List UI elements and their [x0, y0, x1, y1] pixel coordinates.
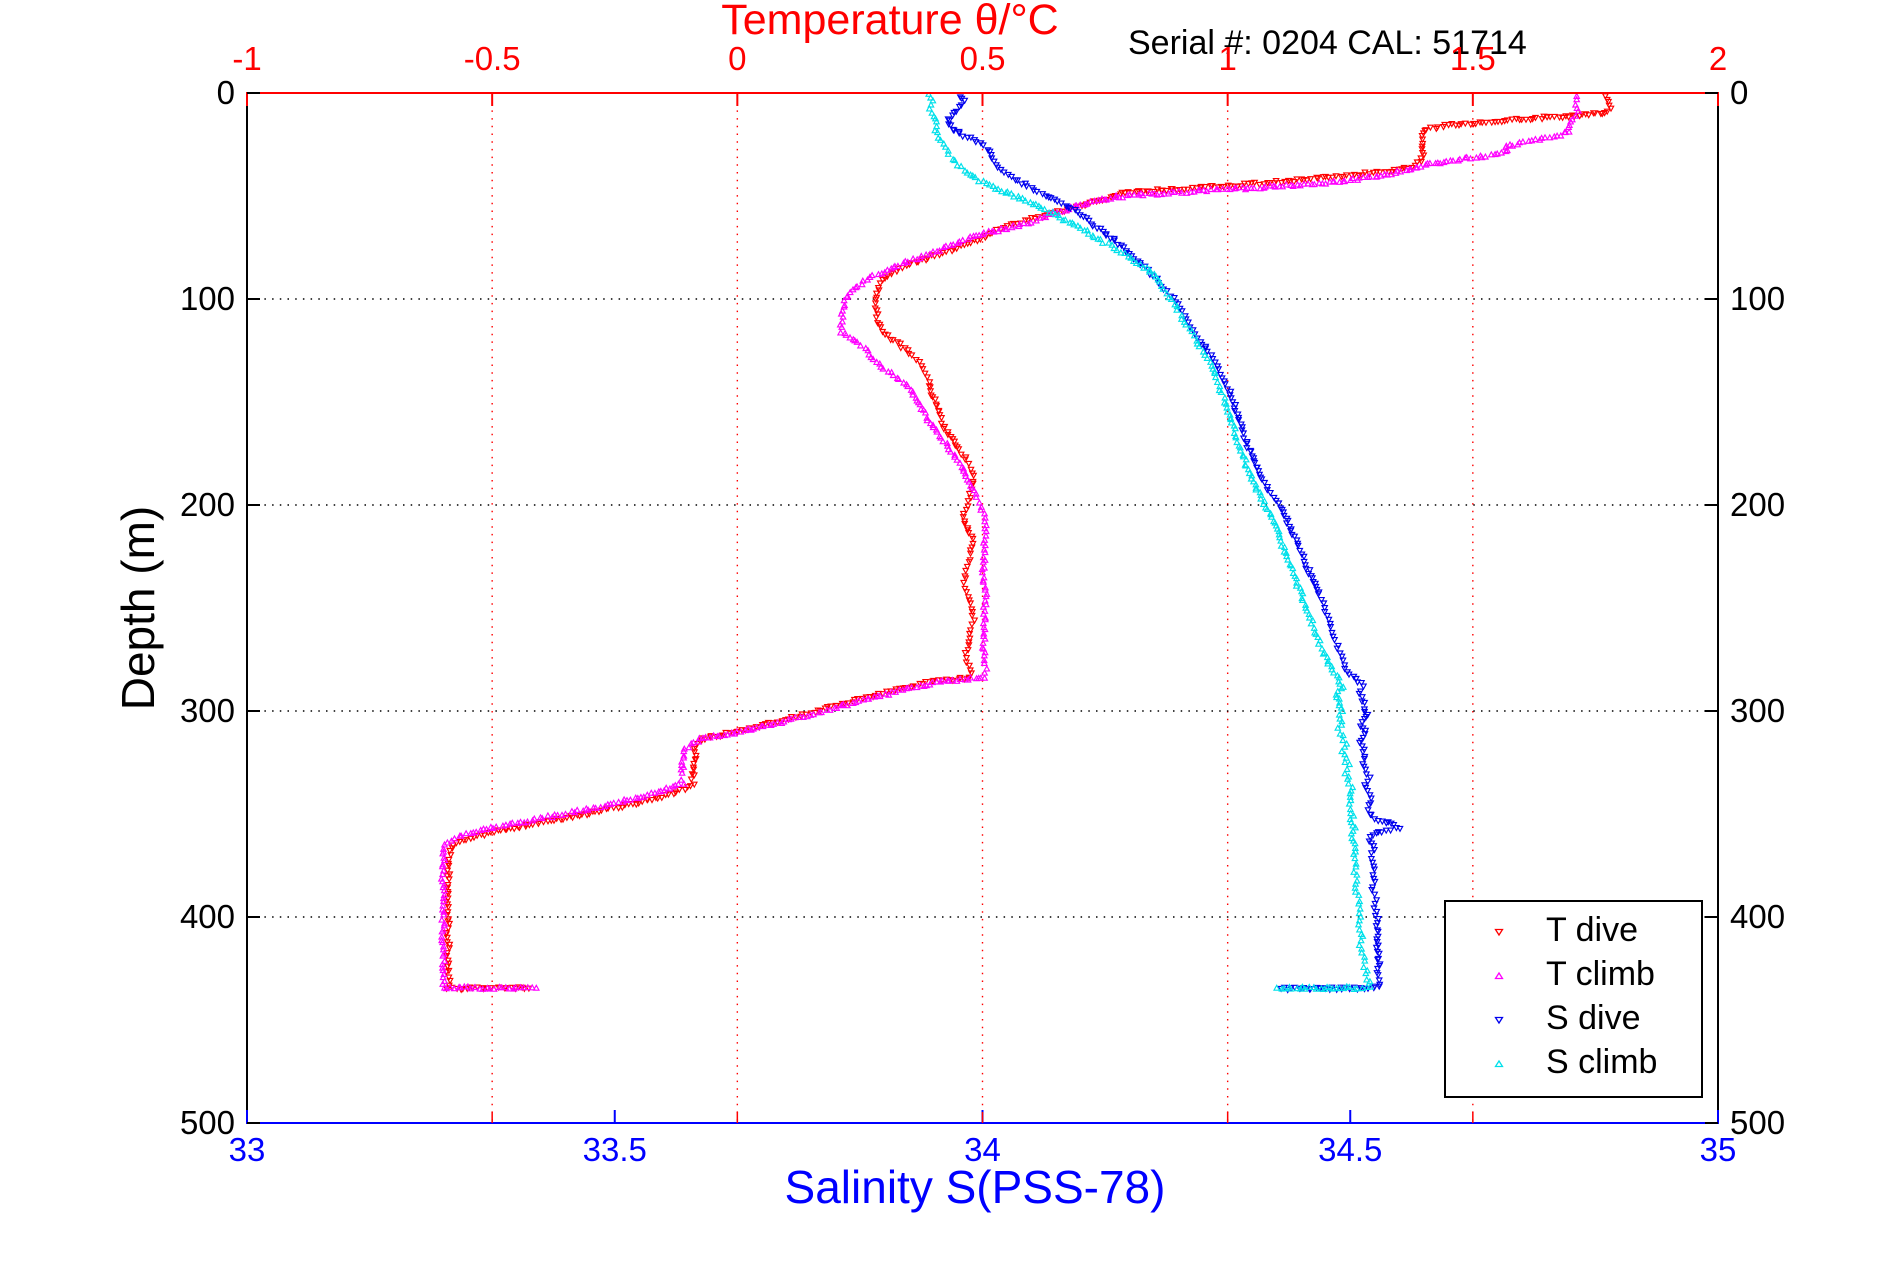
triangle-down-icon [1494, 1016, 1504, 1025]
salinity-tick-label: 35 [1699, 1131, 1737, 1168]
series-s-climb [925, 94, 1375, 992]
serial-annotation: Serial #: 0204 CAL: 51714 [1128, 24, 1527, 62]
temperature-tick-label: 1 [1218, 40, 1237, 77]
temperature-tick-label: -0.5 [463, 40, 521, 77]
depth-tick-label-left: 200 [179, 486, 235, 523]
depth-tick-label-right: 300 [1730, 692, 1786, 729]
legend-item-s-dive: S dive [1446, 997, 1701, 1041]
depth-tick-label-right: 100 [1730, 280, 1786, 317]
depth-tick-label-right: 200 [1730, 486, 1786, 523]
temperature-tick-label: 0.5 [959, 40, 1006, 77]
temperature-tick-label: 0 [728, 40, 747, 77]
salinity-tick-label: 34 [964, 1131, 1001, 1168]
depth-tick-label-left: 100 [179, 280, 235, 317]
data-markers [437, 94, 1615, 994]
legend-item-t-dive: T dive [1446, 909, 1701, 953]
depth-tick-label-left: 300 [179, 692, 235, 729]
salinity-tick-label: 33 [228, 1131, 266, 1168]
series-s-dive [944, 94, 1404, 994]
depth-axis-label: Depth (m) [112, 505, 164, 711]
salinity-axis-label: Salinity S(PSS-78) [784, 1161, 1166, 1213]
legend-item-s-climb: S climb [1446, 1041, 1701, 1085]
triangle-up-icon [1494, 1059, 1504, 1068]
salinity-tick-label: 34.5 [1318, 1131, 1383, 1168]
temperature-tick-label: -1 [232, 40, 262, 77]
triangle-up-icon [1494, 971, 1504, 980]
depth-tick-label-right: 400 [1730, 898, 1786, 935]
depth-tick-label-left: 0 [216, 74, 235, 111]
legend-label: S climb [1546, 1043, 1658, 1081]
legend-label: T dive [1546, 911, 1638, 949]
legend-label: S dive [1546, 999, 1641, 1037]
depth-tick-label-right: 0 [1730, 74, 1749, 111]
legend-label: T climb [1546, 955, 1655, 993]
chart-title: Temperature θ/°C [721, 0, 1059, 44]
triangle-down-icon [1494, 928, 1504, 937]
depth-tick-label-left: 500 [179, 1104, 235, 1141]
legend-item-t-climb: T climb [1446, 953, 1701, 997]
series-t-climb [437, 94, 1583, 992]
legend: T dive T climb S dive S climb [1444, 900, 1703, 1098]
temperature-tick-label: 1.5 [1449, 40, 1496, 77]
salinity-tick-label: 33.5 [582, 1131, 647, 1168]
depth-tick-label-right: 500 [1730, 1104, 1786, 1141]
temperature-tick-label: 2 [1708, 40, 1728, 77]
depth-tick-label-left: 400 [179, 898, 235, 935]
series-t-dive [442, 94, 1615, 994]
